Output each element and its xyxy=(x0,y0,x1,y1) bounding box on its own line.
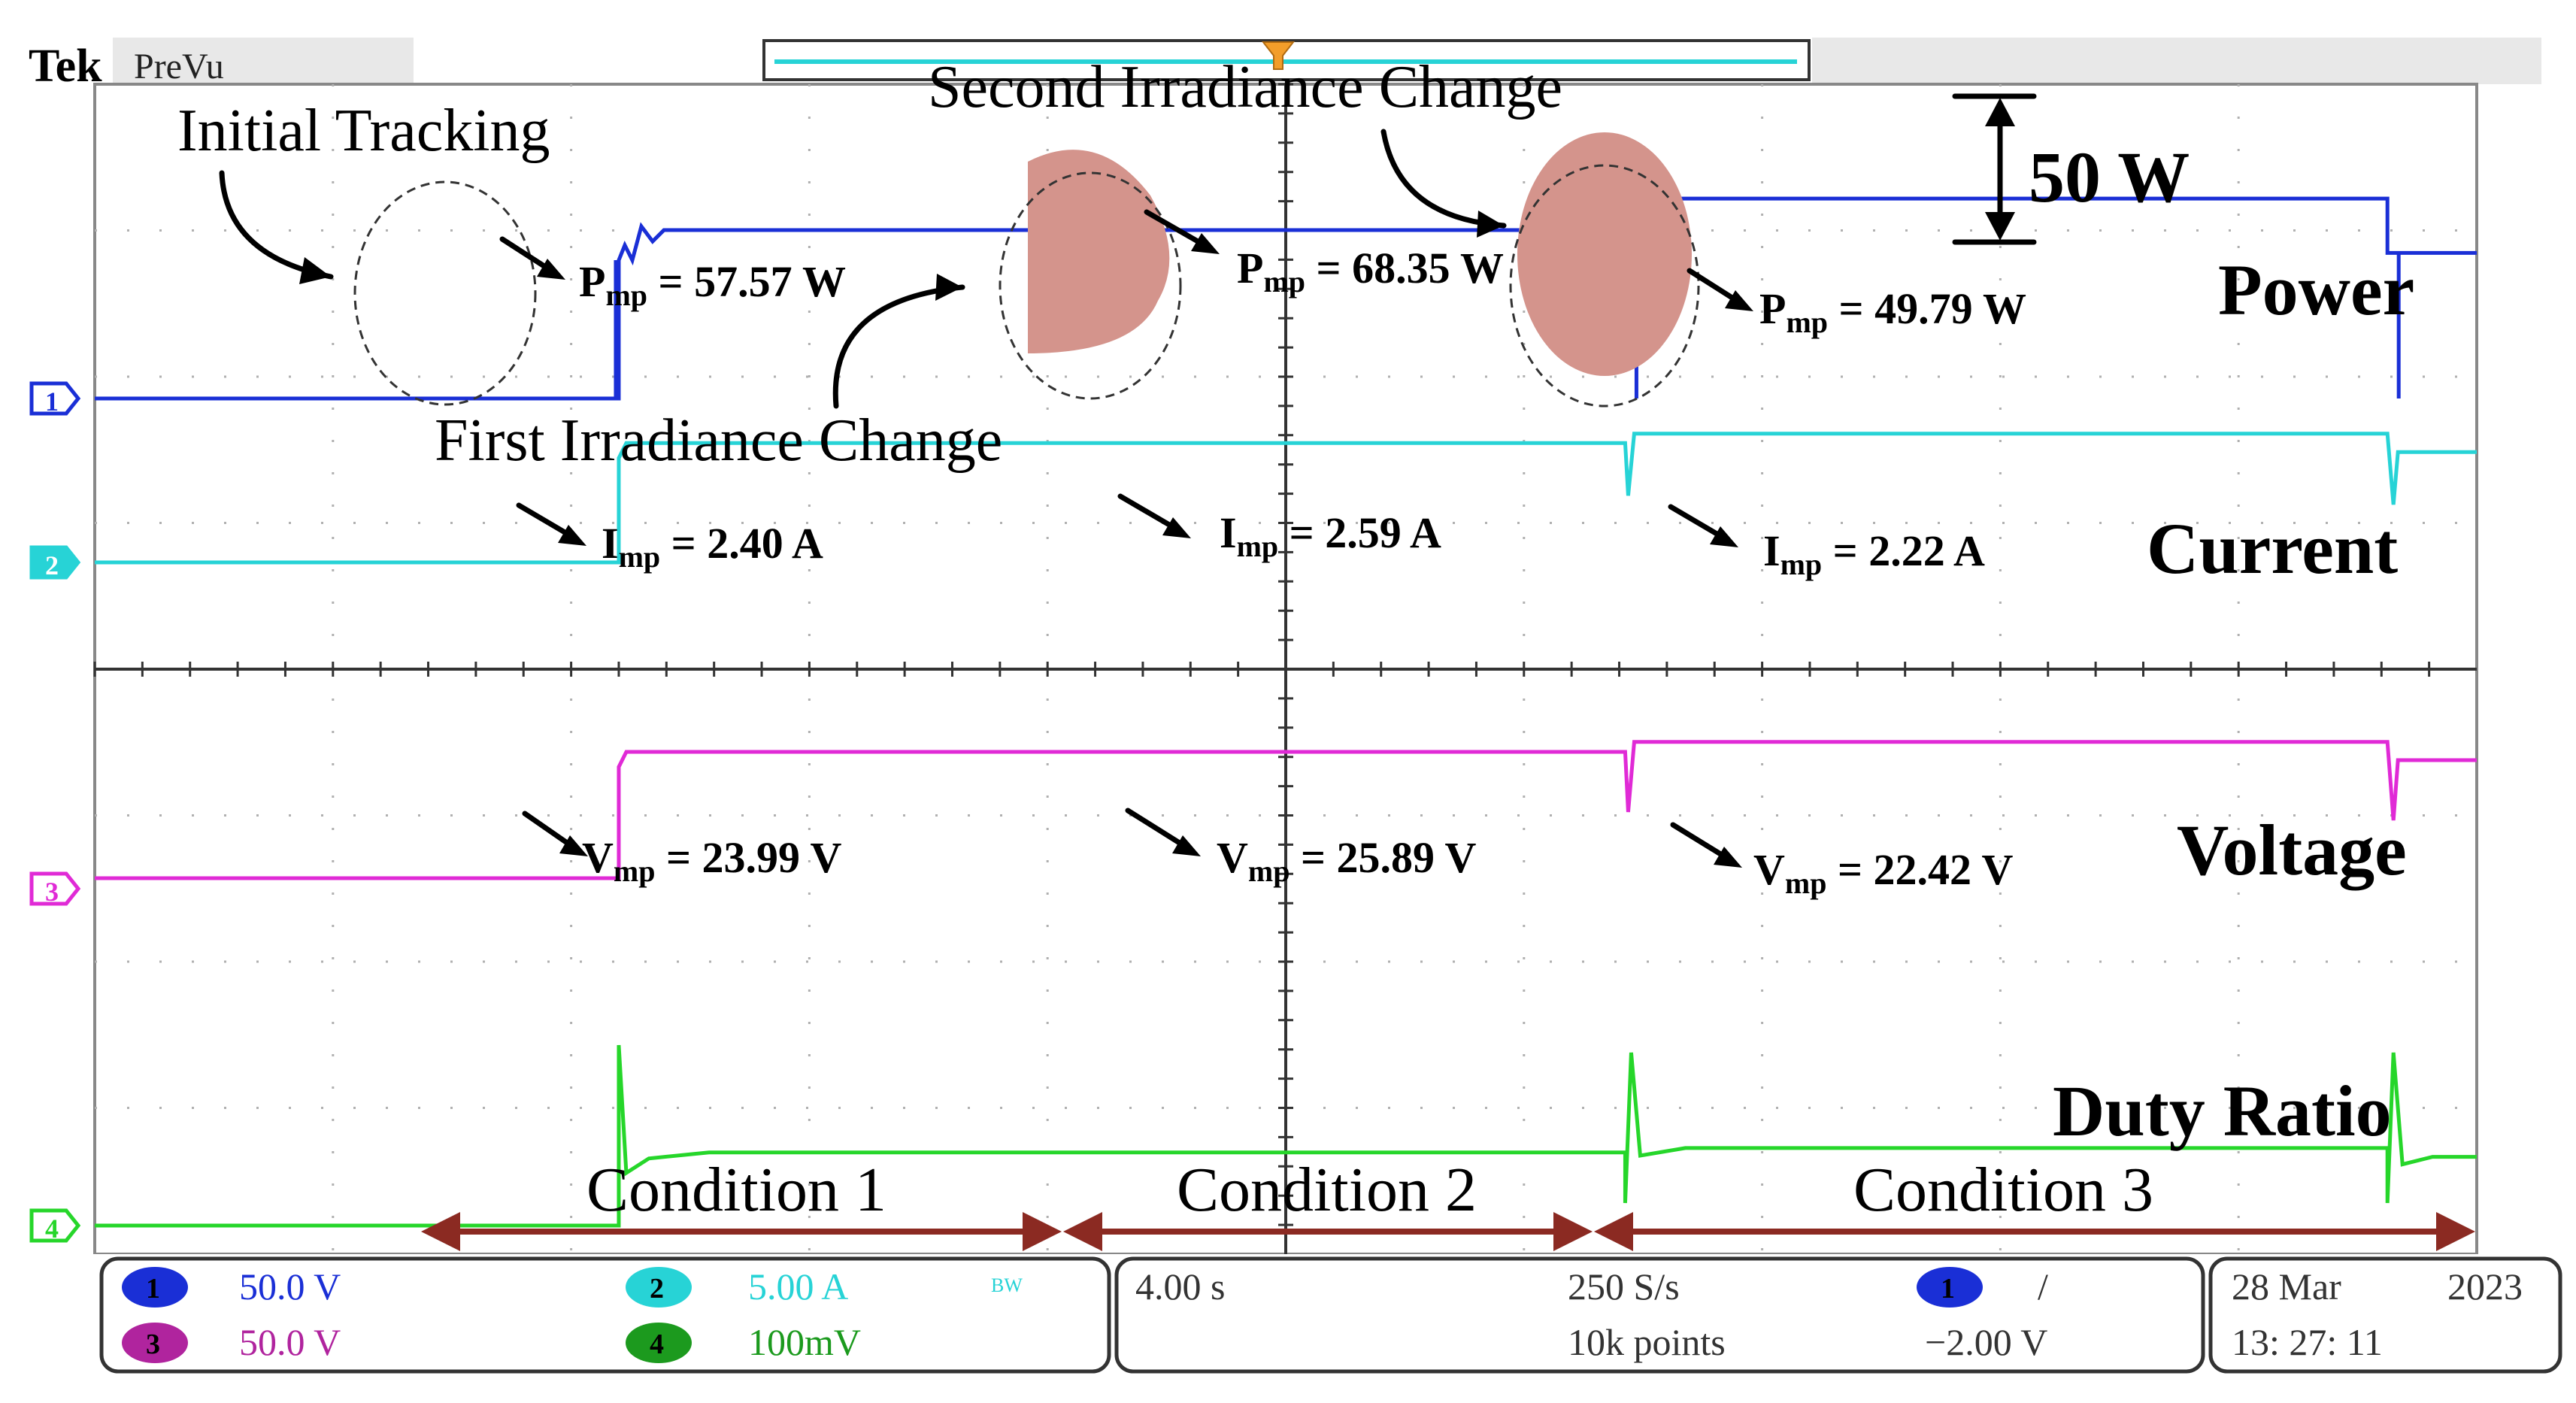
condition-3-label: Condition 3 xyxy=(1853,1155,2153,1225)
waveforms xyxy=(95,196,2477,1228)
duty-ratio-label: Duty Ratio xyxy=(2053,1071,2392,1151)
svg-text:50.0 V: 50.0 V xyxy=(239,1265,341,1308)
p3-arrow xyxy=(1687,268,1740,304)
initial-tracking-label: Initial Tracking xyxy=(177,98,550,164)
trigger-position-marker[interactable] xyxy=(1261,41,1296,70)
tek-logo: Tek xyxy=(29,41,102,92)
v1-arrow xyxy=(522,811,574,849)
status-bar: 1 50.0 V 3 50.0 V 2 5.00 A BW 4 100mV 4.… xyxy=(0,1254,2576,1403)
record-length: 10k points xyxy=(1568,1321,1726,1363)
voltage-waveform xyxy=(95,740,2477,880)
second-change-label: Second Irradiance Change xyxy=(928,54,1562,120)
first-change-curve xyxy=(832,284,965,409)
svg-text:1: 1 xyxy=(146,1273,160,1305)
svg-text:1: 1 xyxy=(1941,1273,1955,1305)
datetime-panel xyxy=(2208,1256,2562,1374)
second-change-curve xyxy=(1380,129,1507,229)
sample-rate: 250 S/s xyxy=(1568,1265,1680,1308)
power-label: Power xyxy=(2218,250,2414,330)
p1-label: Pmp = 57.57 W xyxy=(579,257,846,312)
i1-label: Imp = 2.40 A xyxy=(602,519,823,574)
scale-bar-label: 50 W xyxy=(2029,137,2190,217)
initial-tracking-ellipse xyxy=(353,180,537,406)
time-per-div[interactable]: 4.00 s xyxy=(1135,1265,1225,1308)
channel-marker-1[interactable]: 1 xyxy=(29,381,81,417)
channel-marker-3[interactable]: 3 xyxy=(29,871,81,907)
p2-arrow xyxy=(1144,209,1206,247)
trigger-level[interactable]: −2.00 V xyxy=(1925,1321,2047,1363)
channel-marker-4[interactable]: 4 xyxy=(29,1208,81,1244)
svg-text:4: 4 xyxy=(45,1214,59,1244)
bandwidth-limit-icon: BW xyxy=(991,1274,1023,1296)
first-change-highlight xyxy=(1028,150,1170,353)
second-change-highlight xyxy=(1517,132,1692,376)
condition-2-label: Condition 2 xyxy=(1177,1155,1477,1225)
v1-label: Vmp = 23.99 V xyxy=(582,833,841,888)
v3-label: Vmp = 22.42 V xyxy=(1753,845,2013,900)
current-waveform xyxy=(95,432,2477,565)
channel-marker-2[interactable]: 2 xyxy=(29,545,81,580)
svg-text:3: 3 xyxy=(146,1329,160,1360)
record-view-bar[interactable] xyxy=(762,39,1811,81)
svg-text:4: 4 xyxy=(650,1329,664,1360)
svg-text:100mV: 100mV xyxy=(748,1321,861,1363)
i2-label: Imp = 2.59 A xyxy=(1220,508,1441,563)
i3-label: Imp = 2.22 A xyxy=(1763,526,1985,581)
duty-ratio-waveform xyxy=(95,1044,2477,1228)
p1-arrow xyxy=(499,236,552,272)
svg-text:2: 2 xyxy=(650,1273,664,1305)
voltage-label: Voltage xyxy=(2177,810,2407,890)
current-label: Current xyxy=(2147,508,2398,589)
v2-arrow xyxy=(1125,808,1187,849)
prevu-label: PreVu xyxy=(134,47,224,86)
power-waveform xyxy=(95,196,2477,401)
ch4-readout[interactable]: 4 100mV xyxy=(626,1321,861,1363)
trigger-slope-icon[interactable]: / xyxy=(2038,1265,2048,1308)
condition-1-label: Condition 1 xyxy=(586,1155,886,1225)
second-change-ellipse xyxy=(1509,164,1700,408)
vertical-readout-panel[interactable] xyxy=(99,1256,1111,1374)
ch2-readout[interactable]: 2 5.00 A BW xyxy=(626,1265,1023,1308)
initial-tracking-curve xyxy=(219,170,334,280)
first-change-ellipse xyxy=(999,171,1182,400)
date: 28 Mar xyxy=(2232,1265,2341,1308)
first-change-label: First Irradiance Change xyxy=(435,408,1002,474)
svg-text:50.0 V: 50.0 V xyxy=(239,1321,341,1363)
i1-arrow xyxy=(516,502,573,538)
i3-arrow xyxy=(1668,504,1725,540)
i2-arrow xyxy=(1117,493,1177,531)
v3-arrow xyxy=(1670,822,1729,860)
ch3-readout[interactable]: 3 50.0 V xyxy=(122,1321,341,1363)
svg-text:3: 3 xyxy=(45,877,59,907)
trigger-source[interactable]: 1 xyxy=(1917,1267,1983,1308)
v2-label: Vmp = 25.89 V xyxy=(1217,833,1476,888)
clock-time: 13: 27: 11 xyxy=(2232,1321,2383,1363)
p2-label: Pmp = 68.35 W xyxy=(1237,244,1504,298)
svg-text:1: 1 xyxy=(45,386,59,417)
svg-text:2: 2 xyxy=(45,550,59,580)
year: 2023 xyxy=(2447,1265,2523,1308)
p3-label: Pmp = 49.79 W xyxy=(1759,284,2026,339)
svg-text:5.00 A: 5.00 A xyxy=(748,1265,848,1308)
ch1-readout[interactable]: 1 50.0 V xyxy=(122,1265,341,1308)
